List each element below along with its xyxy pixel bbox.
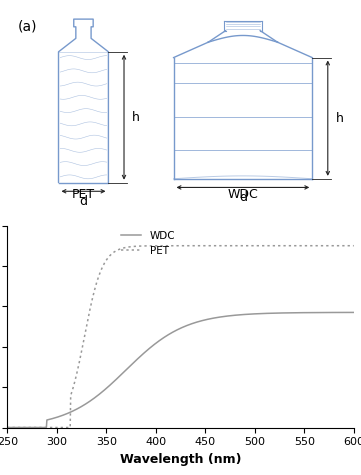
- PET: [115, 247, 119, 253]
- Text: WDC: WDC: [227, 189, 258, 201]
- WDC: [275, 310, 279, 316]
- WDC: [317, 310, 322, 315]
- WDC: [103, 387, 107, 392]
- PET: [5, 425, 9, 430]
- Line: WDC: WDC: [7, 313, 354, 428]
- Line: PET: PET: [7, 246, 354, 428]
- Text: (a): (a): [18, 19, 37, 33]
- Text: d: d: [239, 191, 247, 204]
- WDC: [115, 376, 119, 382]
- X-axis label: Wavelength (nm): Wavelength (nm): [120, 453, 241, 466]
- PET: [317, 243, 322, 248]
- WDC: [90, 397, 94, 403]
- PET: [275, 243, 279, 248]
- Text: h: h: [335, 112, 343, 124]
- Text: PET: PET: [72, 189, 95, 201]
- PET: [232, 243, 237, 248]
- WDC: [5, 425, 9, 430]
- WDC: [232, 313, 237, 318]
- PET: [90, 297, 94, 303]
- WDC: [352, 310, 356, 315]
- Legend: WDC, PET: WDC, PET: [116, 227, 179, 260]
- Text: h: h: [132, 111, 139, 124]
- PET: [103, 259, 107, 265]
- PET: [352, 243, 356, 248]
- Text: d: d: [79, 195, 87, 208]
